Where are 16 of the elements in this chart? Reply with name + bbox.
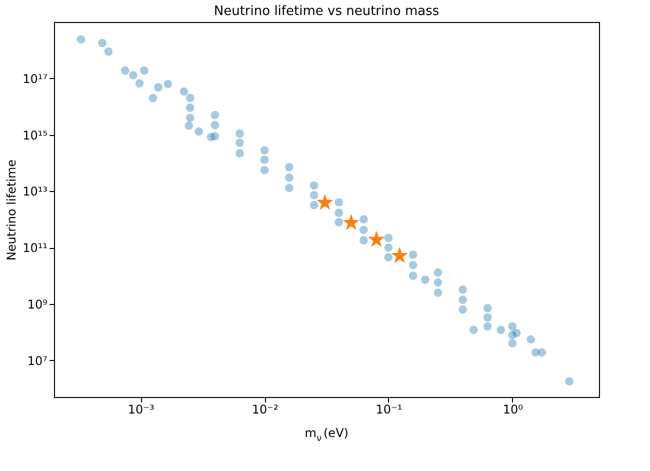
y-tick-label: 10⁷: [27, 354, 48, 368]
x-tick-label: 10⁻¹: [376, 402, 402, 416]
point: [342, 214, 360, 230]
y-axis-title: Neutrino lifetime: [4, 159, 19, 261]
y-tick-label: 10⁹: [27, 297, 48, 312]
x-tick-label: 10⁰: [502, 402, 524, 416]
x-tick-label: 10⁻³: [128, 402, 155, 416]
y-tick-label: 10¹³: [22, 184, 48, 199]
chart-title: Neutrino lifetime vs neutrino mass: [214, 4, 440, 19]
y-tick-label: 10¹¹: [22, 241, 48, 256]
point: [391, 246, 408, 264]
point: [316, 194, 334, 210]
y-tick-label: 10¹⁵: [22, 128, 48, 142]
point: [368, 230, 385, 247]
x-tick-label: 10⁻²: [252, 402, 278, 416]
y-tick-label: 10¹⁷: [22, 72, 48, 86]
